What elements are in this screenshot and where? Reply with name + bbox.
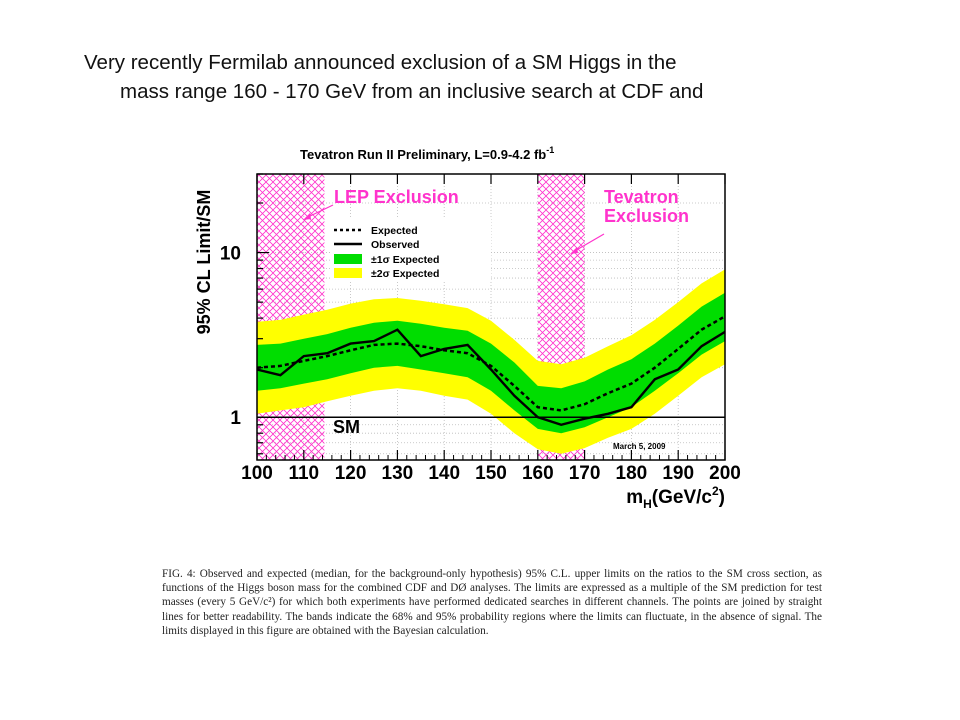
- tevatron-arrow: [572, 233, 605, 253]
- tevatron-exclusion-label-2: Exclusion: [604, 206, 689, 226]
- lep-arrow: [305, 204, 334, 219]
- y-axis-label: 95% CL Limit/SM: [194, 190, 214, 335]
- x-tick-label-170: 170: [569, 463, 601, 484]
- legend-2sigma-label: ±2σ Expected: [371, 268, 439, 280]
- x-tick-label-130: 130: [382, 463, 414, 484]
- legend-1sigma-swatch: [334, 254, 362, 264]
- x-tick-label-190: 190: [662, 463, 694, 484]
- expected-line: [257, 315, 725, 412]
- headline-line-1: Very recently Fermilab announced exclusi…: [84, 51, 677, 74]
- x-tick-label-110: 110: [288, 463, 319, 484]
- figure-caption: FIG. 4: Observed and expected (median, f…: [162, 568, 822, 637]
- x-tick-label-160: 160: [522, 463, 554, 484]
- legend: Expected Observed ±1σ Expected ±2σ Expec…: [331, 218, 491, 282]
- tevatron-arrow-head-icon: [570, 247, 578, 254]
- x-tick-label-120: 120: [335, 463, 367, 484]
- legend-expected-label: Expected: [371, 225, 418, 237]
- chart-title: Tevatron Run II Preliminary, L=0.9-4.2 f…: [300, 145, 554, 162]
- tevatron-exclusion-label-1: Tevatron: [604, 187, 679, 207]
- chart-title-main: Tevatron Run II Preliminary, L=0.9-4.2 f…: [300, 147, 546, 162]
- x-tick-label-150: 150: [475, 463, 507, 484]
- sm-label: SM: [333, 417, 360, 437]
- y-tick-label-10: 10: [220, 244, 241, 265]
- date-annotation: March 5, 2009: [613, 442, 666, 451]
- x-axis-label: mH(GeV/c2): [626, 484, 725, 511]
- band-1sigma: [257, 292, 725, 434]
- x-tick-label-140: 140: [428, 463, 460, 484]
- lep-exclusion-label: LEP Exclusion: [334, 187, 459, 207]
- x-tick-label-100: 100: [241, 463, 273, 484]
- headline-line-2: mass range 160 - 170 GeV from an inclusi…: [120, 80, 704, 103]
- slide-headline: Very recently Fermilab announced exclusi…: [84, 48, 884, 106]
- lep-arrow-head-icon: [303, 213, 311, 220]
- x-tick-label-180: 180: [616, 463, 648, 484]
- chart-title-superscript: -1: [546, 145, 554, 155]
- x-tick-label-200: 200: [709, 463, 741, 484]
- y-tick-label-1: 1: [230, 408, 241, 429]
- observed-line: [257, 328, 725, 427]
- legend-observed-label: Observed: [371, 239, 419, 251]
- legend-1sigma-label: ±1σ Expected: [371, 254, 439, 266]
- legend-2sigma-swatch: [334, 268, 362, 278]
